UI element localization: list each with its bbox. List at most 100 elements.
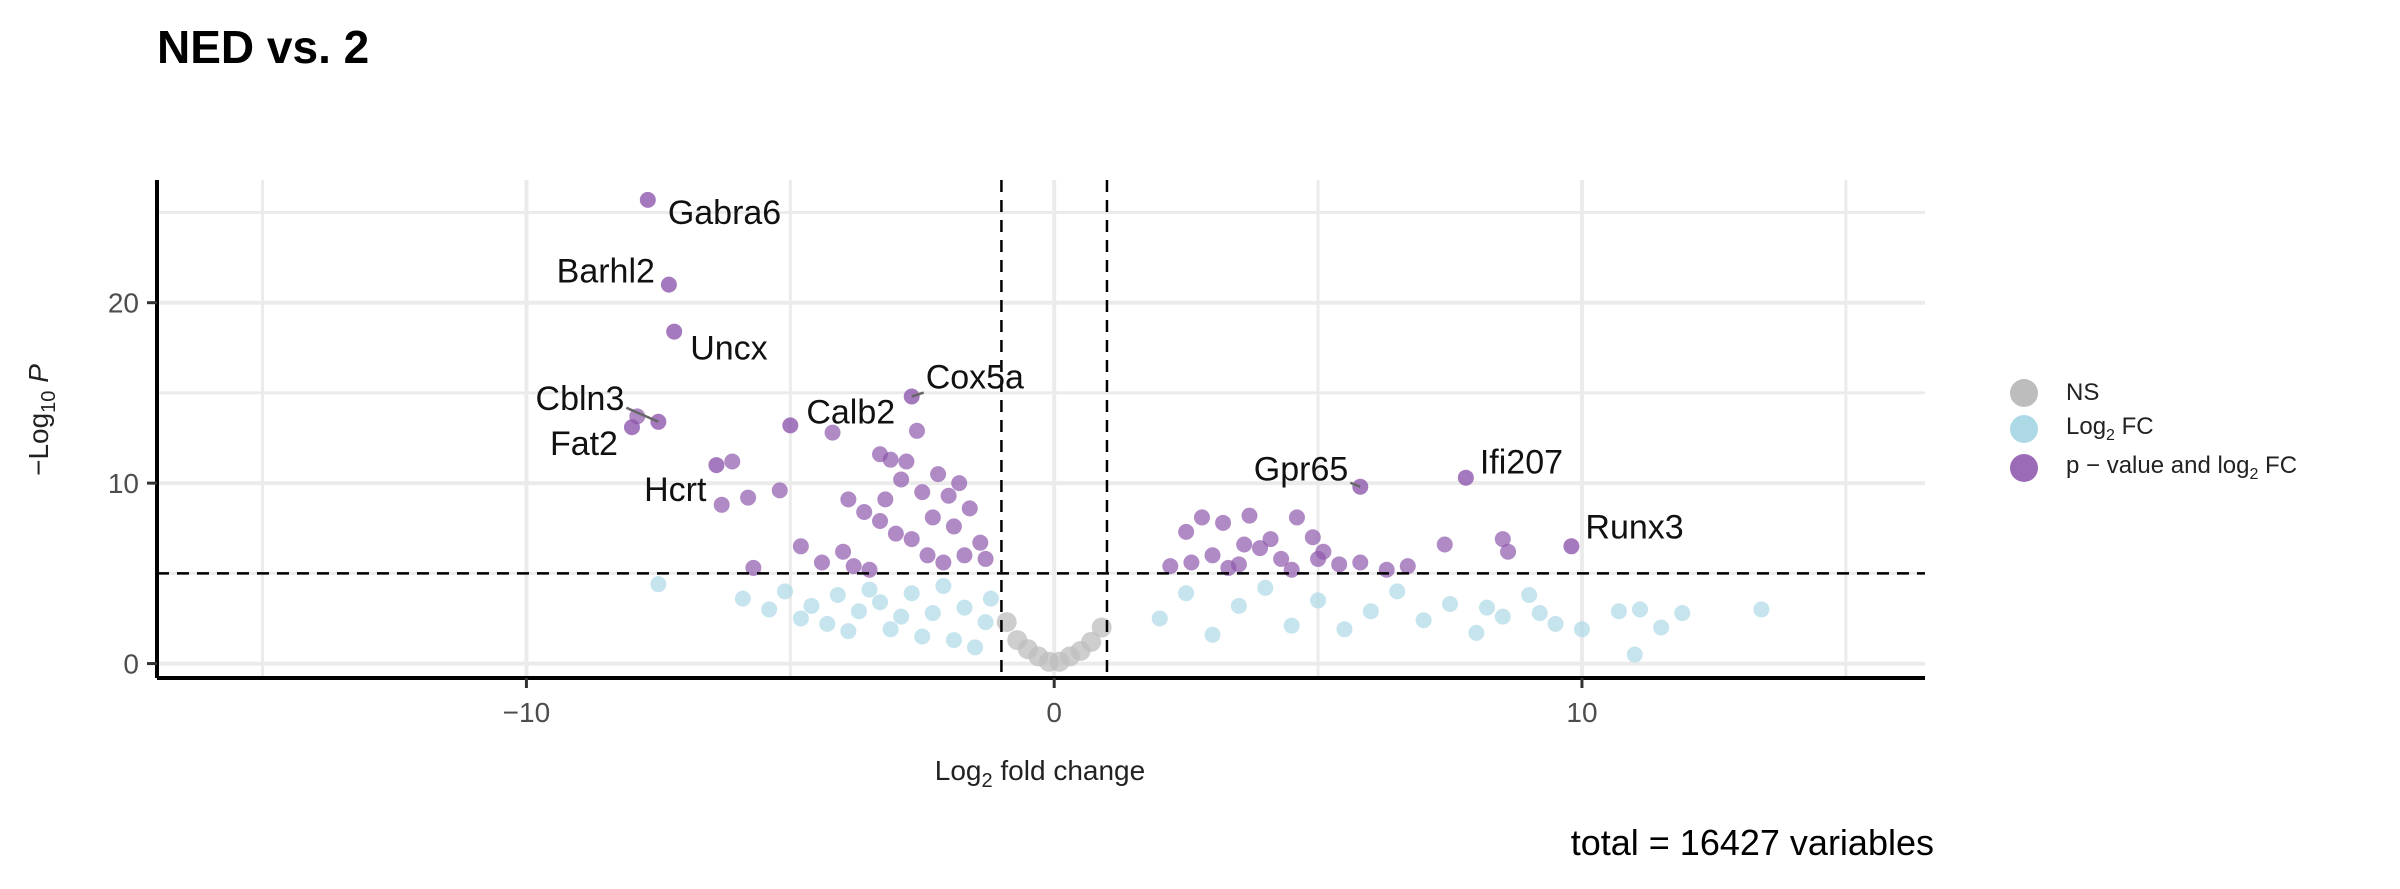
ns-point — [1081, 631, 1102, 652]
significant-point — [1399, 558, 1416, 575]
significant-point — [898, 453, 915, 470]
gene-point-hcrt — [708, 457, 725, 474]
log2fc-point — [882, 621, 899, 638]
significant-point — [935, 554, 952, 571]
chart-title: NED vs. 2 — [157, 21, 370, 73]
gene-label-ifi207: Ifi207 — [1480, 444, 1563, 482]
log2fc-point — [1336, 621, 1353, 638]
log2fc-point — [1531, 605, 1548, 622]
log2fc-point — [1389, 583, 1406, 600]
labeled-gene-points — [623, 191, 1580, 555]
significant-point — [940, 487, 957, 504]
significant-point — [930, 466, 947, 483]
ns-point — [996, 612, 1017, 633]
log2fc-point — [777, 583, 794, 600]
caption: total = 16427 variables — [1570, 822, 1934, 863]
significant-point — [972, 534, 989, 551]
log2fc-point — [1283, 617, 1300, 634]
significant-point — [903, 531, 920, 548]
log2fc-point — [872, 594, 889, 611]
log2fc-point — [650, 576, 667, 593]
gene-label-cox5a: Cox5a — [926, 359, 1024, 397]
log2fc-point — [792, 610, 809, 627]
gene-point-ifi207 — [1457, 469, 1474, 486]
log2fc-point — [967, 639, 984, 656]
gene-label-calb2: Calb2 — [806, 393, 895, 431]
significant-point — [1262, 531, 1279, 548]
log2fc-point — [982, 590, 999, 607]
significant-point — [856, 504, 873, 520]
log2fc-point — [829, 587, 846, 603]
legend-key-log2fc — [2010, 415, 2038, 443]
gene-label-runx3: Runx3 — [1585, 508, 1683, 546]
significant-point — [951, 475, 968, 492]
significant-point — [882, 451, 899, 468]
log2fc-point — [861, 581, 878, 598]
log2fc-point — [1178, 585, 1195, 602]
significant-point — [840, 491, 857, 508]
significant-point — [724, 453, 741, 470]
log2fc-point — [803, 597, 820, 614]
log2fc-point — [819, 615, 836, 632]
axes — [155, 180, 1925, 680]
significant-point — [771, 482, 788, 499]
legend-label-pvalue-and-log2fc: p − value and log2 FC — [2066, 452, 2298, 483]
significant-point — [1204, 547, 1221, 564]
tick-labels: −10 0 10 0 10 20 — [108, 288, 1598, 728]
legend-key-pvalue-and-log2fc — [2010, 454, 2038, 482]
significant-point — [1273, 550, 1290, 567]
log2fc-point — [1204, 626, 1221, 643]
significant-point — [1215, 514, 1232, 531]
significant-point — [1331, 556, 1348, 573]
log2fc-point — [1415, 612, 1432, 629]
significant-point — [745, 559, 762, 576]
log2fc-point — [935, 577, 952, 594]
gene-point-fat2 — [623, 419, 640, 436]
significant-point — [792, 538, 809, 555]
significant-point — [919, 547, 936, 564]
legend-key-ns — [2010, 379, 2038, 407]
gene-point-gabra6 — [639, 191, 656, 208]
y-tick-label: 20 — [108, 288, 139, 319]
log2fc-point — [977, 614, 994, 631]
significant-point — [1236, 536, 1253, 553]
significant-points — [629, 408, 1517, 578]
significant-point — [713, 496, 730, 513]
gene-connector-cox5a — [911, 391, 925, 398]
gene-label-barhl2: Barhl2 — [557, 253, 655, 291]
significant-point — [945, 518, 962, 535]
log2fc-point — [914, 628, 931, 645]
significant-point — [1436, 536, 1453, 553]
y-tick-label: 0 — [123, 649, 139, 680]
log2fc-point — [761, 601, 778, 618]
significant-point — [1193, 509, 1210, 526]
significant-point — [740, 489, 757, 506]
gene-point-runx3 — [1563, 538, 1580, 555]
log2fc-point — [1442, 596, 1459, 613]
log2fc-point — [850, 603, 867, 620]
significant-point — [1252, 540, 1269, 557]
gene-connector-cbln3 — [625, 406, 659, 423]
log2fc-point — [924, 605, 941, 622]
gene-point-uncx — [666, 323, 683, 340]
log2fc-point — [840, 623, 857, 640]
gene-label-gabra6: Gabra6 — [668, 194, 781, 232]
significant-point — [961, 500, 978, 517]
x-tick-label: 10 — [1566, 697, 1597, 728]
ns-points — [996, 612, 1112, 672]
significant-point — [1378, 561, 1395, 578]
log2fc-point — [903, 585, 920, 602]
significant-point — [1183, 554, 1200, 571]
log2fc-point — [1494, 608, 1511, 625]
significant-point — [1494, 531, 1511, 548]
legend-item-ns: NS — [2010, 373, 2099, 413]
significant-point — [887, 525, 904, 542]
significant-point — [1162, 558, 1179, 575]
log2fc-point — [1573, 621, 1590, 638]
log2fc-point — [734, 590, 751, 607]
gene-point-calb2 — [782, 417, 799, 434]
significant-point — [893, 471, 910, 488]
significant-point — [877, 491, 894, 508]
log2fc-point — [1610, 603, 1627, 620]
